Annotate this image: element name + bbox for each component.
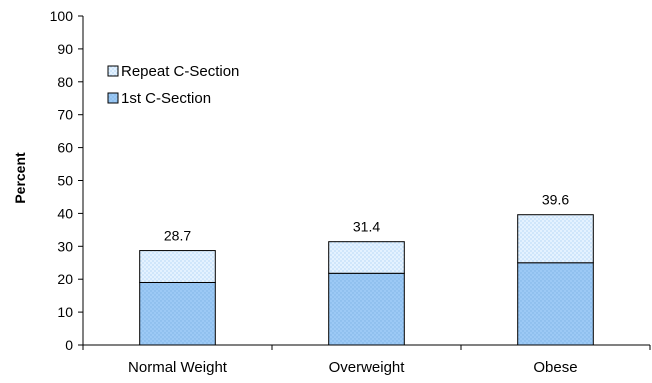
x-tick-label-obese: Obese: [533, 359, 577, 376]
data-labels: 28.7 31.4 39.6: [164, 192, 569, 244]
data-label-obese: 39.6: [542, 192, 569, 208]
bar-normal-weight-repeat-c-section: [139, 250, 216, 283]
y-axis-title: Percent: [12, 152, 28, 204]
x-axis: Normal Weight Overweight Obese: [82, 344, 651, 376]
legend-label-repeat-c-section: Repeat C-Section: [121, 63, 239, 80]
data-label-overweight: 31.4: [353, 219, 380, 235]
y-tick-label: 50: [57, 173, 73, 189]
legend: Repeat C-Section 1st C-Section: [107, 63, 239, 107]
bar-overweight-repeat-c-section: [328, 241, 405, 274]
y-axis: 0 10 20 30 40 50 60 70 80 90 100: [50, 8, 84, 353]
y-tick-label: 100: [50, 8, 74, 24]
y-tick-label: 80: [57, 74, 73, 90]
legend-swatch-1st-c-section: [107, 92, 119, 104]
y-tick-label: 0: [65, 337, 73, 353]
legend-swatch-repeat-c-section: [107, 65, 119, 77]
y-tick-label: 10: [57, 304, 73, 320]
y-tick-label: 30: [57, 238, 73, 254]
x-tick-label-normal-weight: Normal Weight: [128, 359, 228, 376]
y-tick-label: 20: [57, 271, 73, 287]
bar-obese-repeat-c-section: [517, 214, 594, 264]
data-label-normal-weight: 28.7: [164, 228, 191, 244]
x-tick-label-overweight: Overweight: [329, 359, 406, 376]
legend-label-1st-c-section: 1st C-Section: [121, 90, 211, 107]
y-tick-label: 40: [57, 205, 73, 221]
y-tick-label: 90: [57, 41, 73, 57]
bar-obese-1st-c-section: [517, 262, 594, 346]
y-tick-label: 60: [57, 140, 73, 156]
bar-overweight-1st-c-section: [328, 272, 405, 346]
y-tick-label: 70: [57, 107, 73, 123]
bar-normal-weight-1st-c-section: [139, 281, 216, 346]
bars: [139, 214, 594, 346]
